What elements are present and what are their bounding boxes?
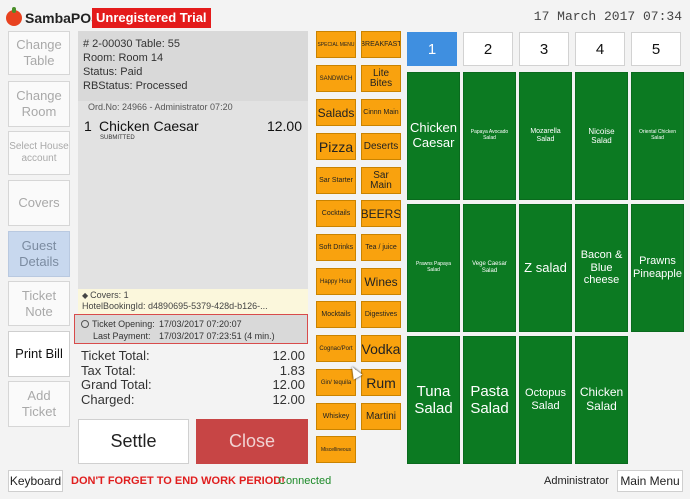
category-sar-starter[interactable]: Sar Starter	[316, 167, 356, 194]
select-house-account-button[interactable]: Select House account	[8, 131, 70, 175]
category-cinnn-main[interactable]: Cinnn Main	[361, 99, 401, 126]
category-wines[interactable]: Wines	[361, 268, 401, 295]
category-digestives[interactable]: Digestives	[361, 301, 401, 328]
page-3-tab[interactable]: 3	[519, 32, 569, 66]
ticket-tags: ◆ Covers: 1 HotelBookingId: d4890695-5379…	[78, 289, 308, 314]
category-whiskey[interactable]: Whiskey	[316, 403, 356, 430]
category-special-menu[interactable]: SPECIAL MENU	[316, 31, 356, 58]
category-mocktails[interactable]: Mocktails	[316, 301, 356, 328]
close-button[interactable]: Close	[196, 419, 308, 464]
charged-label: Charged:	[81, 391, 135, 407]
category-salads[interactable]: Salads	[316, 99, 356, 126]
category-rum[interactable]: Rum	[361, 369, 401, 396]
category-pizza[interactable]: Pizza	[316, 133, 356, 160]
menu-item-chicken-caesar[interactable]: Chicken Caesar	[407, 72, 460, 200]
ticket-orders[interactable]: Ord.No: 24966 - Administrator 07:20 1 Ch…	[78, 101, 308, 289]
covers-button[interactable]: Covers	[8, 180, 70, 226]
category-miscellineous[interactable]: Miscellineous	[316, 436, 356, 463]
menu-item-papaya-avocado-salad[interactable]: Papaya Avocado Salad	[463, 72, 516, 200]
tax-value: 1.83	[279, 362, 305, 378]
main-menu-button[interactable]: Main Menu	[617, 470, 683, 492]
change-room-button[interactable]: Change Room	[8, 81, 70, 127]
menu-item-mozarella-salad[interactable]: Mozarella Salad	[519, 72, 572, 200]
page-5-tab[interactable]: 5	[631, 32, 681, 66]
category-cocktails[interactable]: Cocktails	[316, 200, 356, 227]
menu-item-bacon-blue-cheese[interactable]: Bacon & Blue cheese	[575, 204, 628, 332]
work-period-warning: DON'T FORGET TO END WORK PERIOD!	[71, 475, 285, 487]
last-payment-label: Last Payment:	[93, 331, 151, 341]
menu-item-vege-caesar-salad[interactable]: Vege Caesar Salad	[463, 204, 516, 332]
last-payment-value: 17/03/2017 07:23:51 (4 min.)	[159, 331, 275, 341]
menu-item-nicoise-salad[interactable]: Nicoise Salad	[575, 72, 628, 200]
category-soft-drinks[interactable]: Soft Drinks	[316, 234, 356, 261]
menu-item-pasta-salad[interactable]: Pasta Salad	[463, 336, 516, 464]
charged-value: 12.00	[272, 391, 305, 407]
category-vodka[interactable]: Vodka	[361, 335, 401, 362]
settle-button[interactable]: Settle	[78, 419, 189, 464]
print-bill-button[interactable]: Print Bill	[8, 331, 70, 377]
ticket-room: Room: Room 14	[83, 52, 164, 64]
connection-status: Connected	[278, 475, 332, 487]
page-1-tab[interactable]: 1	[407, 32, 457, 66]
order-status: SUBMITTED	[100, 135, 135, 141]
total-value: 12.00	[272, 348, 305, 363]
menu-item-z-salad[interactable]: Z salad	[519, 204, 572, 332]
tag-icon: ◆	[82, 291, 89, 300]
covers-info: Covers: 1	[90, 290, 129, 300]
grand-total-value: 12.00	[272, 377, 305, 392]
category-sandwich[interactable]: SANDWICH	[316, 65, 356, 92]
ticket-number: # 2-00030 Table: 55	[83, 38, 181, 50]
current-user: Administrator	[544, 475, 609, 487]
category-beers[interactable]: BEERS	[361, 200, 401, 227]
ticket-rb-status: RBStatus: Processed	[83, 80, 188, 92]
grand-total-label: Grand Total:	[81, 377, 152, 392]
order-qty: 1	[84, 118, 92, 134]
menu-item-prawns-pineapple[interactable]: Prawns Pineapple	[631, 204, 684, 332]
category-sar-main[interactable]: Sar Main	[361, 167, 401, 194]
menu-item-octopus-salad[interactable]: Octopus Salad	[519, 336, 572, 464]
ticket-totals: Ticket Total: 12.00 Tax Total: 1.83 Grand …	[81, 348, 305, 407]
opening-label: Ticket Opening:	[92, 319, 155, 329]
category-lite-bites[interactable]: Lite Bites	[361, 65, 401, 92]
page-4-tab[interactable]: 4	[575, 32, 625, 66]
ticket-status: Status: Paid	[83, 66, 143, 78]
category-tea-juice[interactable]: Tea / juice	[361, 234, 401, 261]
category-gin-tequila[interactable]: Gin/ tequila	[316, 369, 356, 396]
tax-label: Tax Total:	[81, 362, 136, 378]
guest-details-button[interactable]: Guest Details	[8, 231, 70, 277]
change-table-button[interactable]: Change Table	[8, 31, 70, 75]
trial-badge: Unregistered Trial	[92, 8, 211, 28]
keyboard-button[interactable]: Keyboard	[8, 470, 63, 492]
add-ticket-button[interactable]: Add Ticket	[8, 381, 70, 427]
booking-info: HotelBookingId: d4890695-5379-428d-b126-…	[82, 301, 268, 311]
opening-value: 17/03/2017 07:20:07	[159, 319, 242, 329]
page-2-tab[interactable]: 2	[463, 32, 513, 66]
clock-icon	[81, 320, 89, 328]
datetime: 17 March 2017 07:34	[533, 9, 682, 24]
total-label: Ticket Total:	[81, 348, 150, 363]
samba-logo-icon	[6, 7, 22, 26]
app-name: SambaPOS	[25, 10, 101, 26]
category-martini[interactable]: Martini	[361, 403, 401, 430]
category-breakfast[interactable]: BREAKFAST	[361, 31, 401, 58]
order-number: Ord.No: 24966 - Administrator 07:20	[88, 102, 233, 112]
ticket-states: Ticket Opening: 17/03/2017 07:20:07 Last…	[74, 314, 308, 344]
menu-item-tuna-salad[interactable]: Tuna Salad	[407, 336, 460, 464]
app-logo: SambaPOS	[6, 7, 100, 29]
category-happy-hour[interactable]: Happy Hour	[316, 268, 356, 295]
menu-item-chicken-salad[interactable]: Chicken Salad	[575, 336, 628, 464]
order-price: 12.00	[266, 118, 302, 134]
menu-item-oriental-chicken-salad[interactable]: Oriental Chicken Salad	[631, 72, 684, 200]
ticket-header: # 2-00030 Table: 55 Room: Room 14 Status…	[78, 31, 308, 101]
category-deserts[interactable]: Deserts	[361, 133, 401, 160]
category-cognac-port[interactable]: Cognac/Port	[316, 335, 356, 362]
order-name: Chicken Caesar	[99, 118, 199, 134]
ticket-note-button[interactable]: Ticket Note	[8, 281, 70, 326]
menu-item-prawns-papaya-salad[interactable]: Prawns Papaya Salad	[407, 204, 460, 332]
